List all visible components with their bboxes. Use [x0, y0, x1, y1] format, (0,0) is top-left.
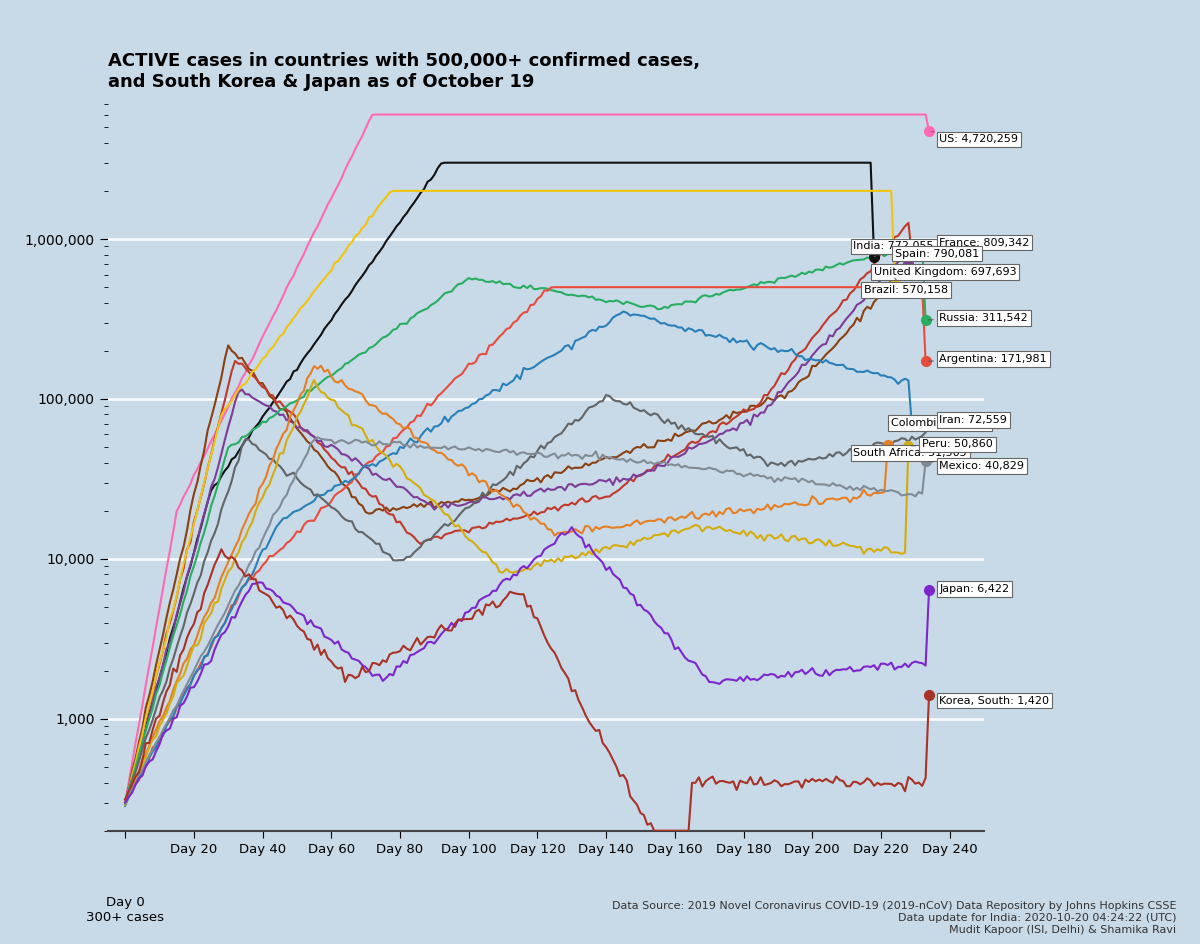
Text: United Kingdom: 697,693: United Kingdom: 697,693	[874, 264, 1016, 278]
Text: Japan: 6,422: Japan: 6,422	[932, 584, 1009, 594]
Text: Korea, South: 1,420: Korea, South: 1,420	[932, 695, 1049, 706]
Text: Argentina: 171,981: Argentina: 171,981	[929, 354, 1046, 364]
Text: Iran: 72,559: Iran: 72,559	[932, 415, 1007, 425]
Text: Peru: 50,860: Peru: 50,860	[911, 439, 992, 449]
Text: France: 809,342: France: 809,342	[931, 238, 1030, 253]
Text: Brazil: 570,158: Brazil: 570,158	[864, 278, 948, 295]
Text: Russia: 311,542: Russia: 311,542	[929, 313, 1028, 323]
Text: Colombia: 68,820: Colombia: 68,820	[892, 418, 990, 428]
Text: US: 4,720,259: US: 4,720,259	[931, 131, 1019, 144]
Text: Mexico: 40,829: Mexico: 40,829	[929, 462, 1025, 471]
Text: Spain: 790,081: Spain: 790,081	[895, 248, 979, 259]
Text: Data Source: 2019 Novel Coronavirus COVID-19 (2019-nCoV) Data Repository by John: Data Source: 2019 Novel Coronavirus COVI…	[612, 902, 1176, 935]
Text: India: 772,055: India: 772,055	[853, 242, 934, 257]
Text: South Africa: 51,505: South Africa: 51,505	[853, 446, 967, 458]
Text: Day 0
300+ cases: Day 0 300+ cases	[86, 896, 164, 924]
Text: ACTIVE cases in countries with 500,000+ confirmed cases,
and South Korea & Japan: ACTIVE cases in countries with 500,000+ …	[108, 52, 700, 92]
